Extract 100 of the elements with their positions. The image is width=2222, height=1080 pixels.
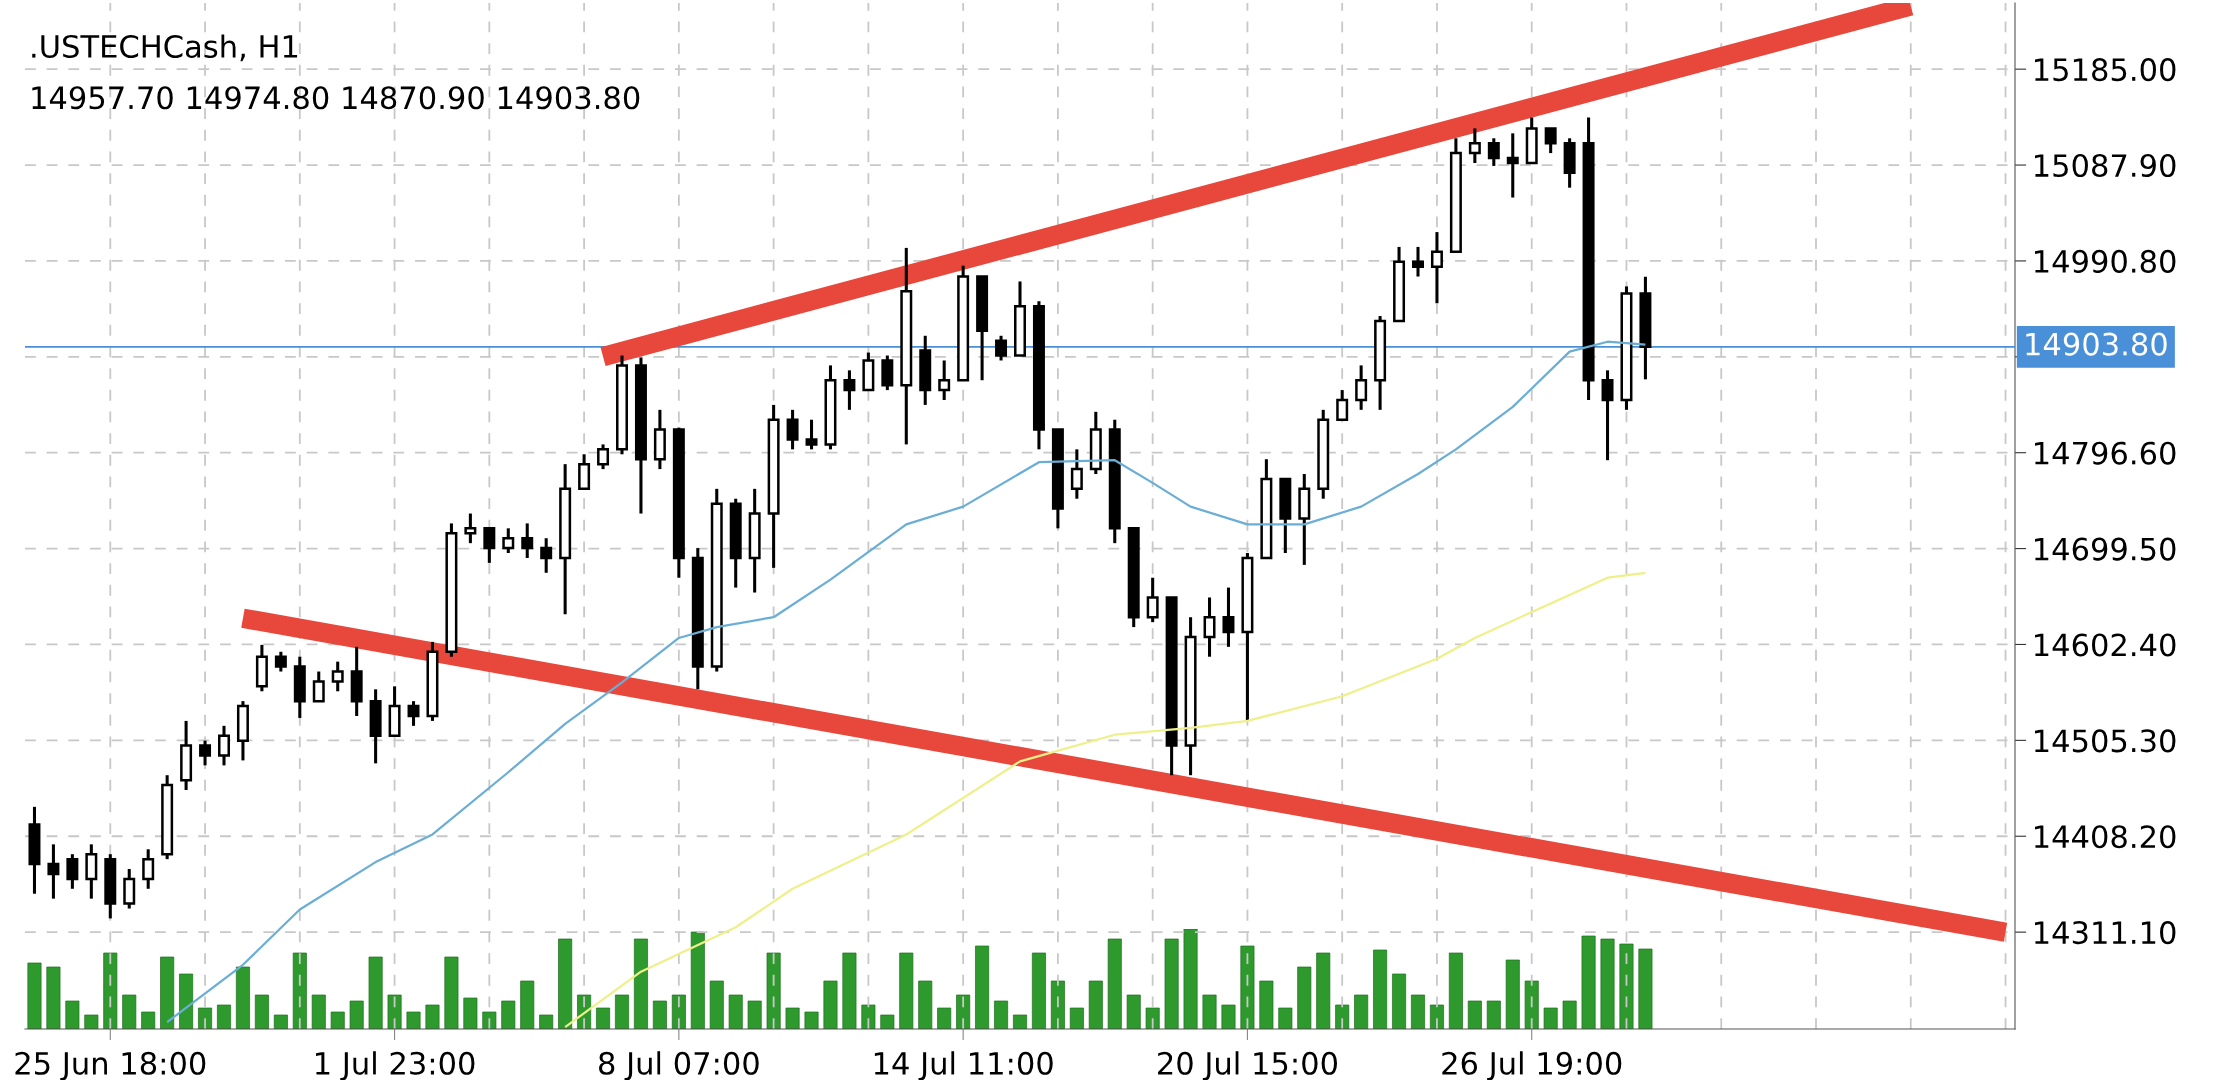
- line-series: [564, 571, 1647, 1029]
- bar: [1202, 994, 1217, 1029]
- bar: [65, 1000, 80, 1029]
- x-tick-label: 8 Jul 07:00: [599, 1051, 759, 1080]
- bar: [349, 1000, 364, 1029]
- bar: [728, 994, 743, 1029]
- bar: [994, 1000, 1009, 1029]
- bar: [406, 1011, 421, 1029]
- bar: [842, 952, 857, 1029]
- bar: [615, 994, 629, 1029]
- candlestick: [502, 528, 515, 554]
- bar: [444, 956, 459, 1029]
- candlestick: [1468, 128, 1481, 163]
- bar: [785, 1007, 800, 1029]
- candlestick: [66, 854, 79, 889]
- bar: [1013, 1014, 1027, 1029]
- bar: [823, 980, 838, 1029]
- candlestick: [1487, 138, 1500, 166]
- candlestick: [274, 650, 287, 672]
- bar: [520, 980, 535, 1029]
- bar: [633, 938, 648, 1029]
- bar: [387, 994, 402, 1029]
- candlestick: [1412, 245, 1424, 277]
- bar: [1638, 948, 1653, 1029]
- candlestick: [1336, 390, 1349, 421]
- bar: [709, 980, 724, 1029]
- bar: [558, 938, 573, 1029]
- x-tick-label: 26 Jul 19:00: [1442, 1051, 1622, 1080]
- bar: [1467, 1000, 1482, 1029]
- x-tick-label: 14 Jul 11:00: [874, 1051, 1053, 1080]
- bar: [1581, 935, 1596, 1029]
- bar: [937, 1007, 952, 1029]
- bar: [1240, 945, 1255, 1029]
- ref-line-label: 14903.80: [2026, 332, 2167, 356]
- bar: [1562, 1000, 1577, 1029]
- bar: [1373, 949, 1388, 1029]
- bar: [1126, 994, 1141, 1029]
- bar: [1354, 994, 1369, 1029]
- candlestick: [331, 661, 344, 692]
- bar: [671, 994, 686, 1029]
- bar: [1164, 938, 1179, 1029]
- y-tick-label: 15087.90: [2035, 153, 2176, 178]
- bar: [122, 994, 137, 1029]
- bar: [747, 1000, 762, 1029]
- bar: [273, 1014, 288, 1029]
- bar: [975, 945, 990, 1029]
- y-tick-label: 14796.60: [2035, 441, 2176, 465]
- bar: [1050, 980, 1065, 1029]
- bar: [463, 997, 478, 1029]
- candlestick: [938, 360, 951, 400]
- x-tick-label: 25 Jun 18:00: [15, 1051, 206, 1080]
- x-tick-label: 20 Jul 15:00: [1158, 1051, 1338, 1080]
- bar: [292, 952, 307, 1029]
- candlestick: [597, 444, 610, 471]
- candlestick: [843, 370, 856, 410]
- bar: [27, 962, 42, 1029]
- candlestick: [540, 538, 553, 573]
- bar: [1543, 1007, 1558, 1029]
- bar: [1411, 994, 1425, 1029]
- bar: [861, 1004, 876, 1029]
- bar: [141, 1011, 156, 1029]
- candlestick: [312, 671, 325, 703]
- bar: [1145, 1007, 1160, 1029]
- candlestick: [483, 527, 496, 563]
- y-tick-label: 15185.00: [2035, 58, 2176, 82]
- x-tick-label: 1 Jul 23:00: [316, 1051, 475, 1080]
- bar: [1183, 929, 1198, 1029]
- bar: [1297, 966, 1312, 1029]
- bar: [1619, 943, 1634, 1029]
- candlestick: [1070, 449, 1083, 499]
- bar: [1392, 973, 1407, 1029]
- candlestick: [995, 334, 1008, 361]
- y-tick-label: 14408.20: [2035, 825, 2176, 849]
- bar: [1335, 1004, 1350, 1029]
- bar: [1278, 1007, 1293, 1029]
- y-tick-label: 14602.40: [2035, 633, 2176, 657]
- bar: [1107, 938, 1122, 1029]
- candlestick: [142, 849, 155, 889]
- bar: [482, 1011, 497, 1029]
- bar: [84, 1014, 99, 1029]
- candlestick: [1203, 597, 1216, 657]
- bar: [1221, 1004, 1236, 1029]
- bar: [46, 966, 61, 1029]
- bar: [956, 994, 971, 1029]
- bar: [880, 1014, 895, 1029]
- candlestick: [464, 513, 477, 545]
- bar: [918, 980, 933, 1029]
- candlestick: [1506, 133, 1519, 198]
- candlestick: [805, 419, 818, 450]
- text: .USTECHCash, H1: [32, 34, 298, 62]
- bar: [235, 966, 250, 1029]
- bar: [1429, 1004, 1444, 1029]
- bar: [690, 931, 705, 1029]
- bar: [1524, 980, 1539, 1029]
- bar: [368, 956, 383, 1029]
- bar: [539, 1014, 554, 1029]
- candlestick: [1355, 365, 1368, 410]
- bar: [501, 1000, 516, 1029]
- bar: [652, 1000, 667, 1029]
- bar: [1448, 952, 1463, 1029]
